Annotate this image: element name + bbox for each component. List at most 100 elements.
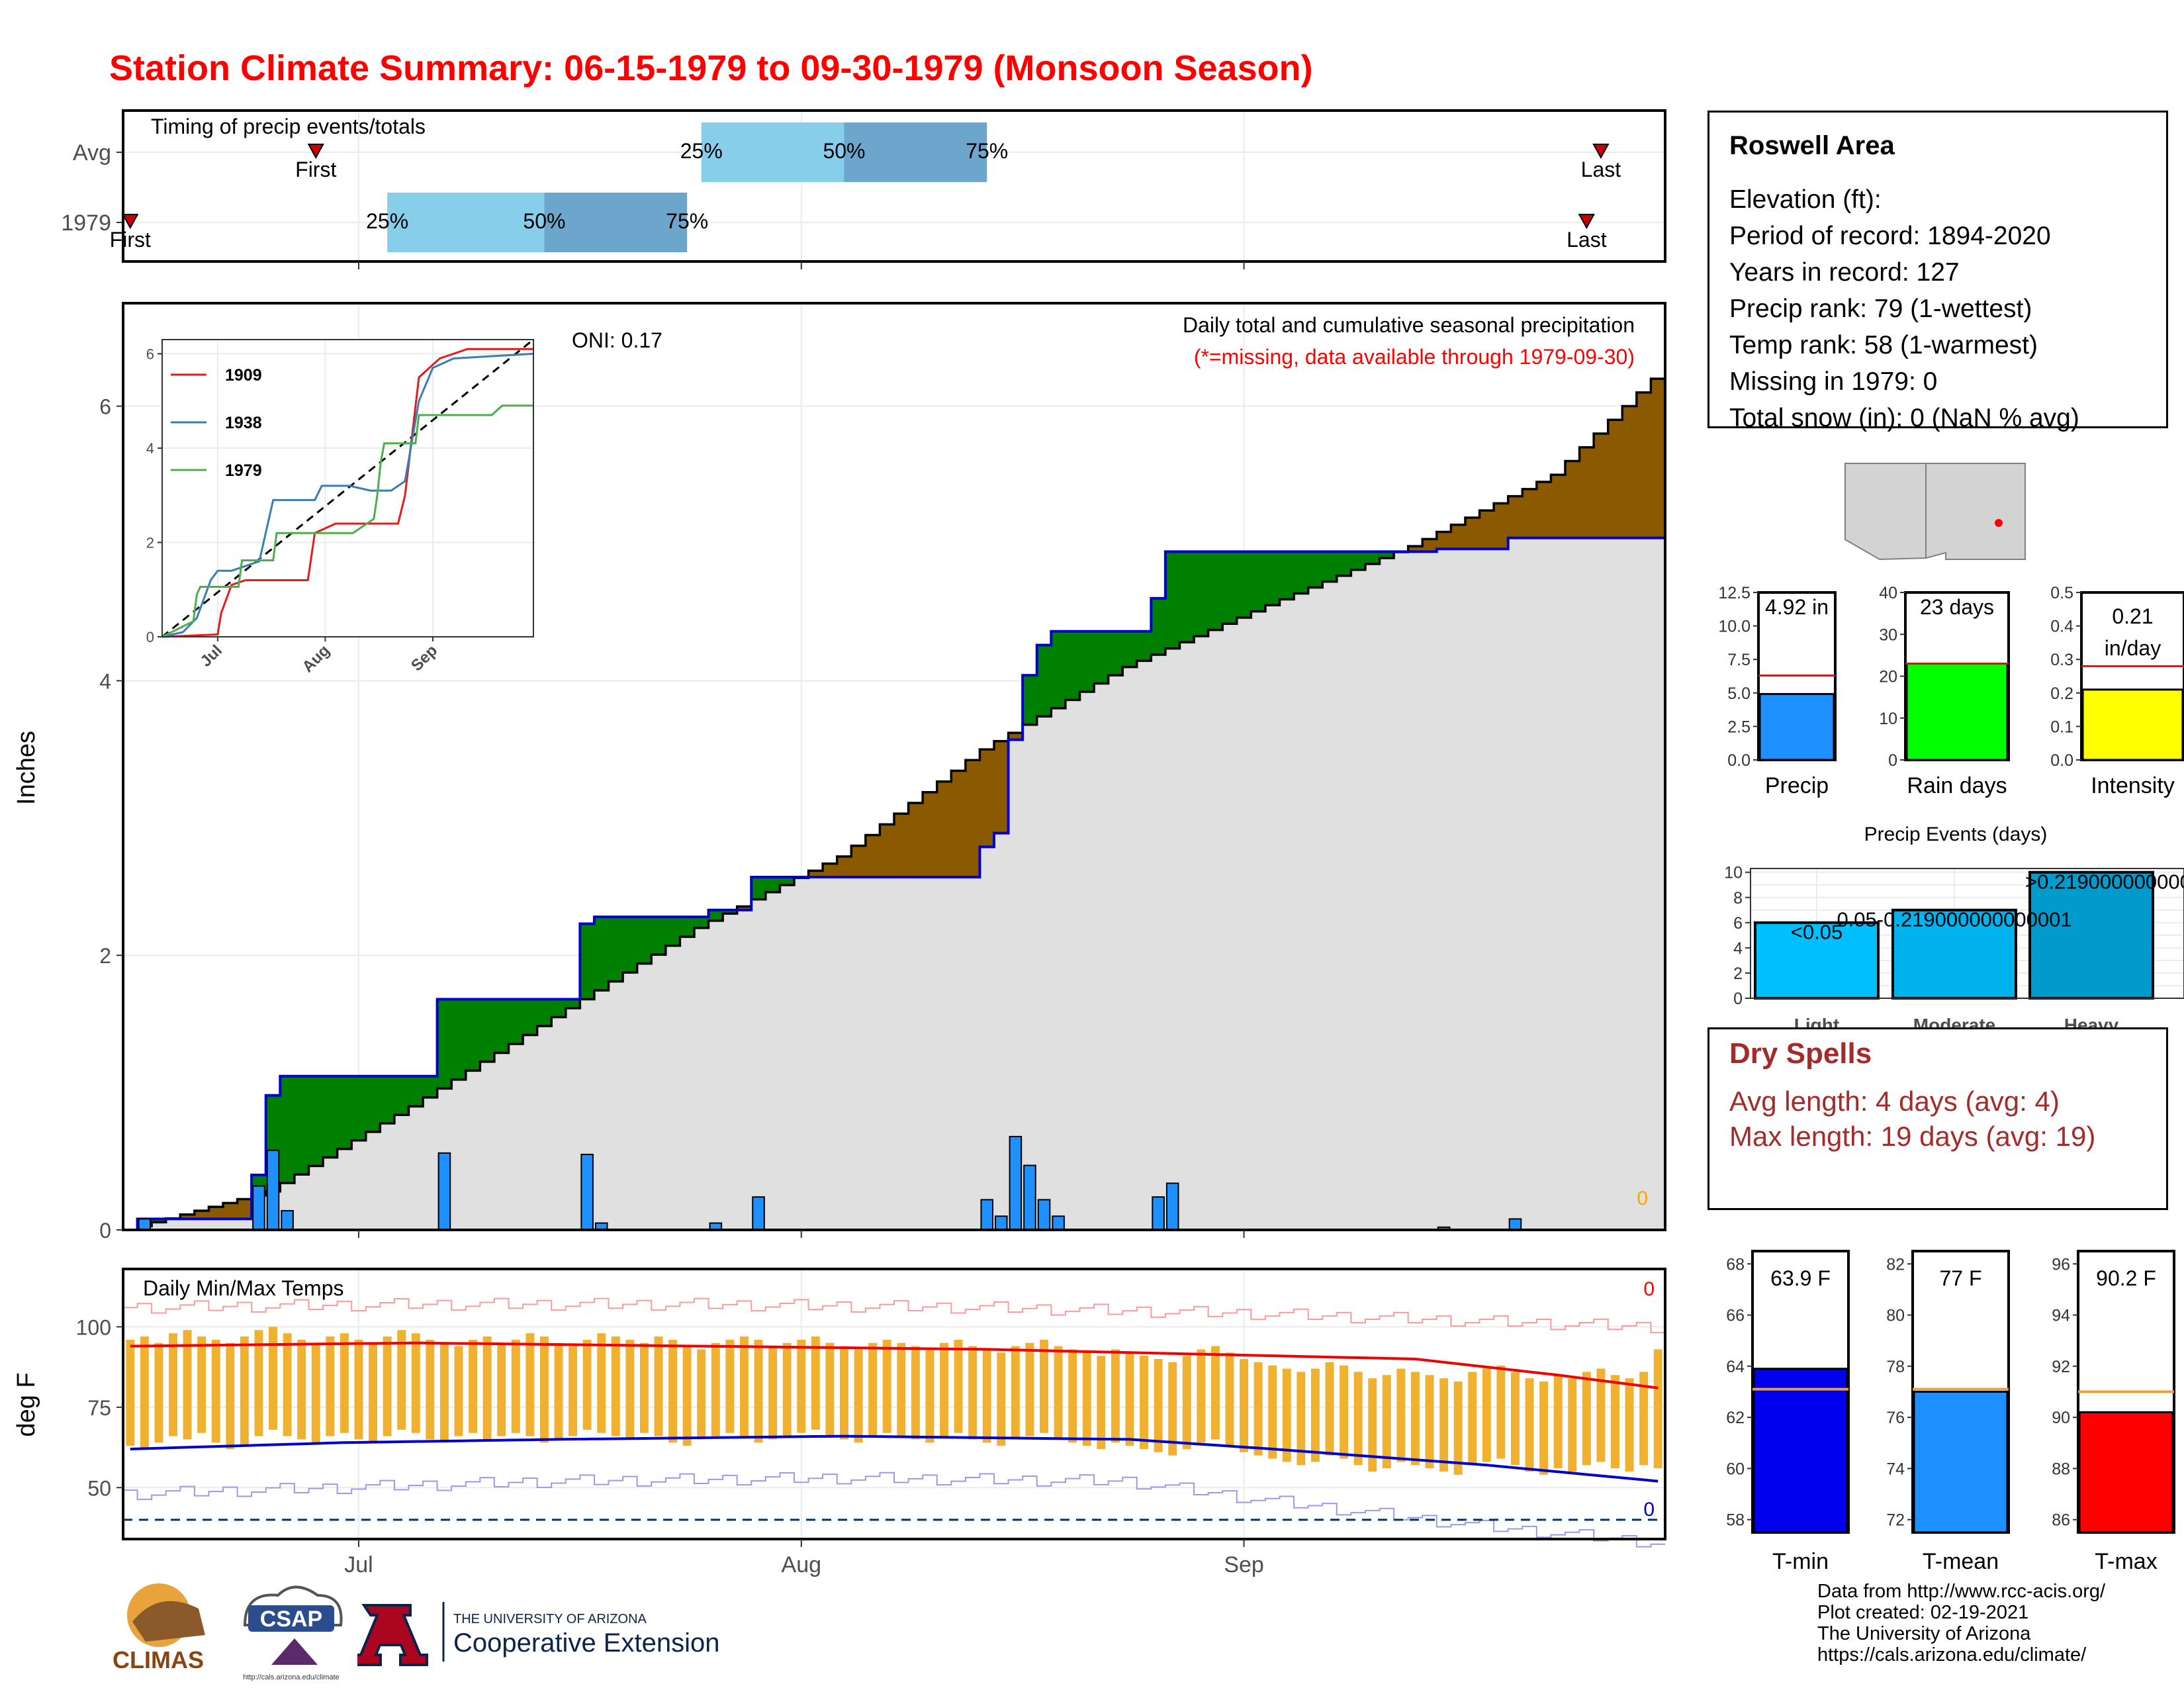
daily-precip-bar [1165, 1182, 1179, 1231]
record-max-line [123, 1297, 1665, 1334]
cumulative-base-fill [894, 876, 909, 1230]
cumulative-base-fill [1265, 605, 1281, 1230]
daily-temp-range-bar [1425, 1375, 1434, 1469]
above-normal-fill [394, 1076, 410, 1115]
daily-temp-range-bar [1353, 1372, 1363, 1466]
daily-temp-range-bar [1197, 1349, 1206, 1443]
cumulative-base-fill [1379, 557, 1394, 1230]
events-ytick-label: 10 [1724, 864, 1743, 882]
cumulative-base-fill [994, 833, 1009, 1230]
daily-temp-range-bar [1125, 1352, 1134, 1446]
cumulative-base-fill [1394, 552, 1409, 1230]
daily-temp-range-bar [497, 1342, 506, 1436]
above-normal-fill [665, 917, 680, 946]
daily-temp-range-bar [1368, 1378, 1377, 1472]
cumulative-base-fill [1251, 611, 1266, 1230]
temps-min-missing: 0 [1643, 1499, 1655, 1521]
inset-legend-label: 1979 [225, 461, 262, 480]
daily-temp-range-bar [1468, 1372, 1477, 1466]
events-bar-label: <0.05 [1791, 921, 1843, 944]
daily-temp-range-bar [454, 1346, 463, 1436]
daily-temp-range-bar [369, 1342, 378, 1443]
daily-temp-range-bar [825, 1342, 835, 1436]
cumulative-base-fill [1508, 538, 1523, 1230]
cumulative-base-fill [337, 1149, 352, 1230]
inset-series-line-1979 [161, 404, 533, 638]
above-normal-fill [580, 923, 595, 1000]
tmax-ytick-label: 90 [2052, 1409, 2070, 1427]
dry-spells-box: Dry Spells Avg length: 4 days (avg: 4) M… [1707, 1027, 2168, 1210]
tmax-value-label: 90.2 F [2096, 1266, 2156, 1290]
daily-temp-range-bar [283, 1333, 292, 1436]
cumulative-base-fill [1165, 648, 1181, 1230]
cumulative-base-fill [1236, 617, 1251, 1230]
intensity-ytick-label: 0.3 [2050, 651, 2073, 669]
daily-precip-bar [752, 1196, 765, 1231]
daily-temp-range-bar [725, 1339, 735, 1433]
below-normal-fill [1636, 392, 1652, 538]
below-normal-fill [1451, 524, 1466, 549]
above-normal-fill [1065, 631, 1081, 700]
cumulative-base-fill [551, 1017, 567, 1230]
tmean-ytick-label: 82 [1886, 1255, 1905, 1274]
below-normal-fill [1536, 482, 1552, 538]
cumulative-base-fill [565, 1008, 580, 1230]
daily-temp-range-bar [1225, 1352, 1234, 1446]
cumulative-base-fill [680, 937, 695, 1230]
credit-url: https://cals.arizona.edu/climate/ [1817, 1644, 2087, 1665]
daily-temp-range-bar [768, 1346, 778, 1440]
daily-temp-range-bar [1639, 1372, 1649, 1466]
daily-precip-bar [281, 1209, 294, 1231]
cumulative-base-fill [623, 972, 638, 1230]
daily-temp-range-bar [1596, 1368, 1606, 1462]
daily-temp-range-bar [782, 1342, 792, 1436]
below-normal-fill [737, 906, 752, 910]
below-normal-fill [894, 814, 909, 877]
timing-marker-last-icon [1578, 214, 1596, 230]
below-normal-fill [1522, 489, 1537, 538]
precip-ytick-label: 10.0 [1718, 618, 1751, 636]
above-normal-fill [723, 910, 738, 914]
climas-logo: CLIMAS [113, 1583, 205, 1673]
events-ytick-label: 4 [1733, 939, 1743, 958]
below-normal-fill [1551, 475, 1566, 538]
daily-temp-range-bar [411, 1333, 420, 1433]
info-temp-rank: Temp rank: 58 (1-warmest) [1729, 331, 2038, 359]
cumulative-base-fill [1179, 642, 1195, 1230]
tmean-ytick-label: 76 [1886, 1409, 1905, 1427]
cumulative-base-fill [1065, 700, 1081, 1230]
tmean-ytick-label: 74 [1886, 1460, 1905, 1478]
cumulative-base-fill [165, 1219, 181, 1230]
events-bar-label: >0.219000000000001 [2025, 870, 2184, 893]
raindays-bar [1905, 663, 2009, 761]
above-normal-fill [1322, 551, 1338, 582]
daily-temp-range-bar [911, 1346, 920, 1440]
csap-label-bg [248, 1605, 334, 1632]
above-normal-fill [365, 1076, 381, 1132]
cumulative-base-fill [537, 1026, 552, 1230]
raindays-ytick-label: 20 [1879, 668, 1897, 686]
cumulative-base-fill [223, 1219, 238, 1230]
intensity-ytick-label: 0.0 [2050, 751, 2073, 770]
cumulative-base-fill [1622, 538, 1637, 1230]
ua-name-text: THE UNIVERSITY OF ARIZONA [453, 1612, 647, 1626]
below-normal-fill [851, 845, 866, 877]
above-normal-fill [1265, 551, 1281, 606]
above-normal-fill [1108, 631, 1123, 676]
daily-precip-bar [437, 1152, 451, 1231]
daily-temp-range-bar [597, 1333, 606, 1433]
above-normal-fill [423, 1076, 438, 1098]
daily-temp-range-bar [340, 1333, 349, 1433]
raindays-ytick-label: 40 [1879, 584, 1897, 602]
tmean-category-label: T-mean [1923, 1549, 1999, 1574]
below-normal-fill [936, 781, 952, 877]
tmax-ytick-label: 92 [2052, 1358, 2070, 1376]
daily-temp-range-bar [1611, 1375, 1619, 1469]
map-new-mexico [1925, 463, 2026, 560]
page-title: Station Climate Summary: 06-15-1979 to 0… [109, 48, 1313, 88]
intensity-ytick-label: 0.1 [2050, 718, 2073, 736]
cumulative-base-fill [923, 876, 938, 1230]
below-normal-fill [1465, 517, 1480, 549]
events-ytick-label: 8 [1733, 889, 1743, 908]
daily-temp-range-bar [740, 1336, 749, 1436]
